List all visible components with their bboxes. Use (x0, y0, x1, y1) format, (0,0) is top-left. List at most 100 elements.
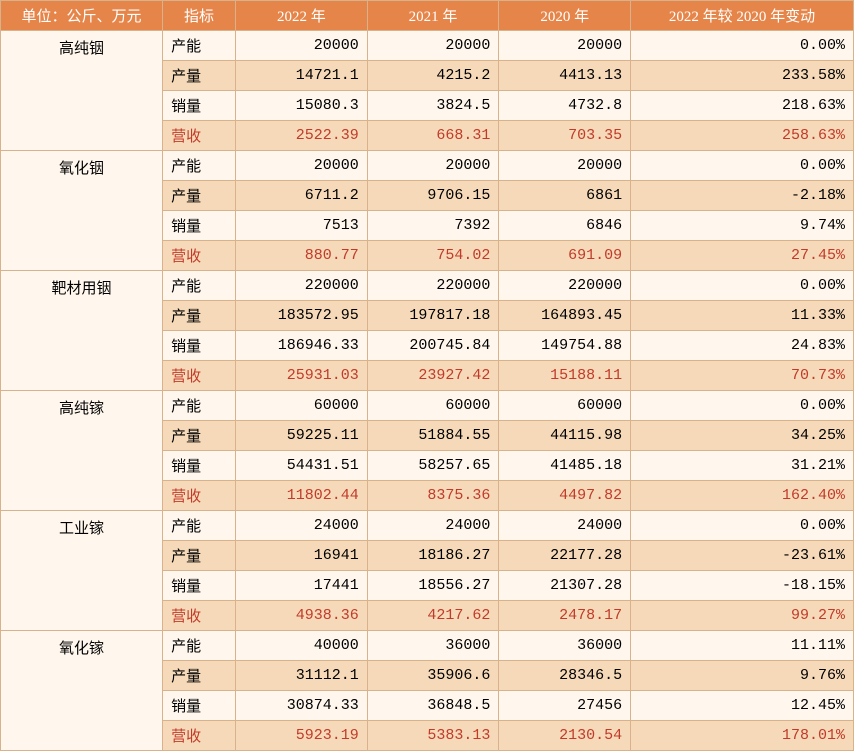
header-change: 2022 年较 2020 年变动 (631, 1, 854, 31)
metric-label: 销量 (163, 571, 236, 601)
metric-label: 产能 (163, 391, 236, 421)
product-name: 工业镓 (1, 511, 163, 631)
value-2022: 186946.33 (236, 331, 368, 361)
value-2022: 54431.51 (236, 451, 368, 481)
value-2021: 36000 (367, 631, 499, 661)
value-change: 9.76% (631, 661, 854, 691)
value-2022: 60000 (236, 391, 368, 421)
product-name: 高纯镓 (1, 391, 163, 511)
value-change: -2.18% (631, 181, 854, 211)
value-2021: 60000 (367, 391, 499, 421)
table-row: 高纯铟产能2000020000200000.00% (1, 31, 854, 61)
value-2022: 880.77 (236, 241, 368, 271)
value-2020: 20000 (499, 31, 631, 61)
value-2022: 24000 (236, 511, 368, 541)
value-2022: 40000 (236, 631, 368, 661)
value-2022: 20000 (236, 31, 368, 61)
metric-label: 销量 (163, 691, 236, 721)
product-name: 高纯铟 (1, 31, 163, 151)
value-change: 99.27% (631, 601, 854, 631)
metric-label: 产量 (163, 181, 236, 211)
value-2021: 35906.6 (367, 661, 499, 691)
value-2021: 20000 (367, 31, 499, 61)
table-row: 工业镓产能2400024000240000.00% (1, 511, 854, 541)
value-change: 0.00% (631, 151, 854, 181)
value-2021: 3824.5 (367, 91, 499, 121)
value-2022: 220000 (236, 271, 368, 301)
value-2020: 6846 (499, 211, 631, 241)
metric-label: 产量 (163, 301, 236, 331)
metric-label: 产能 (163, 271, 236, 301)
value-change: 12.45% (631, 691, 854, 721)
value-2022: 16941 (236, 541, 368, 571)
value-change: 162.40% (631, 481, 854, 511)
value-2020: 44115.98 (499, 421, 631, 451)
metric-label: 产量 (163, 661, 236, 691)
product-name: 氧化铟 (1, 151, 163, 271)
value-change: 31.21% (631, 451, 854, 481)
value-2021: 200745.84 (367, 331, 499, 361)
value-2022: 17441 (236, 571, 368, 601)
header-2021: 2021 年 (367, 1, 499, 31)
value-2020: 691.09 (499, 241, 631, 271)
value-change: 11.33% (631, 301, 854, 331)
value-2020: 24000 (499, 511, 631, 541)
value-2020: 15188.11 (499, 361, 631, 391)
value-2020: 36000 (499, 631, 631, 661)
value-change: 0.00% (631, 31, 854, 61)
value-2020: 2478.17 (499, 601, 631, 631)
value-2022: 15080.3 (236, 91, 368, 121)
value-2021: 8375.36 (367, 481, 499, 511)
table-row: 氧化镓产能40000360003600011.11% (1, 631, 854, 661)
value-change: 218.63% (631, 91, 854, 121)
value-2021: 7392 (367, 211, 499, 241)
metric-label: 产能 (163, 511, 236, 541)
value-change: 9.74% (631, 211, 854, 241)
table-row: 靶材用铟产能2200002200002200000.00% (1, 271, 854, 301)
value-2021: 36848.5 (367, 691, 499, 721)
value-2020: 4497.82 (499, 481, 631, 511)
metric-label: 产能 (163, 31, 236, 61)
value-2020: 60000 (499, 391, 631, 421)
metric-label: 营收 (163, 721, 236, 751)
value-2021: 220000 (367, 271, 499, 301)
product-name: 氧化镓 (1, 631, 163, 751)
value-2021: 20000 (367, 151, 499, 181)
value-2020: 20000 (499, 151, 631, 181)
value-2020: 6861 (499, 181, 631, 211)
value-2022: 5923.19 (236, 721, 368, 751)
header-2022: 2022 年 (236, 1, 368, 31)
value-2021: 51884.55 (367, 421, 499, 451)
value-change: 27.45% (631, 241, 854, 271)
metric-label: 营收 (163, 241, 236, 271)
metric-label: 营收 (163, 481, 236, 511)
value-2020: 149754.88 (499, 331, 631, 361)
metric-label: 营收 (163, 121, 236, 151)
metric-label: 产能 (163, 151, 236, 181)
value-2022: 31112.1 (236, 661, 368, 691)
value-change: 178.01% (631, 721, 854, 751)
value-change: 24.83% (631, 331, 854, 361)
value-change: -18.15% (631, 571, 854, 601)
value-2022: 11802.44 (236, 481, 368, 511)
value-2021: 668.31 (367, 121, 499, 151)
value-change: 0.00% (631, 391, 854, 421)
metric-label: 产量 (163, 61, 236, 91)
metric-label: 销量 (163, 451, 236, 481)
header-unit: 单位：公斤、万元 (1, 1, 163, 31)
metric-label: 营收 (163, 601, 236, 631)
metric-label: 产能 (163, 631, 236, 661)
value-2021: 18556.27 (367, 571, 499, 601)
value-2021: 18186.27 (367, 541, 499, 571)
metric-label: 产量 (163, 541, 236, 571)
table-row: 氧化铟产能2000020000200000.00% (1, 151, 854, 181)
value-2020: 4413.13 (499, 61, 631, 91)
value-2020: 21307.28 (499, 571, 631, 601)
metric-label: 营收 (163, 361, 236, 391)
value-2021: 58257.65 (367, 451, 499, 481)
value-2021: 4217.62 (367, 601, 499, 631)
value-2022: 2522.39 (236, 121, 368, 151)
value-2021: 23927.42 (367, 361, 499, 391)
value-2020: 164893.45 (499, 301, 631, 331)
value-change: 70.73% (631, 361, 854, 391)
